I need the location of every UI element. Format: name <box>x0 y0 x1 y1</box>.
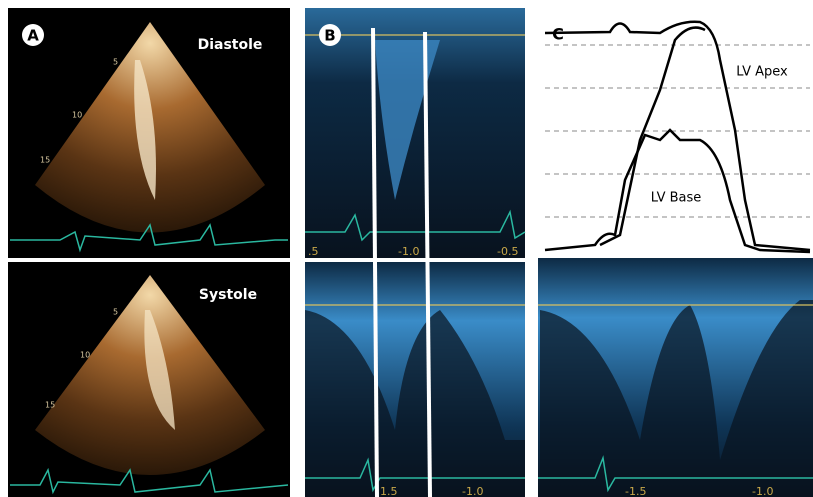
figure: A Diastole 5 10 15 Systole 5 10 15 .5 -1… <box>0 0 813 497</box>
scale-label: -1.5 <box>625 485 646 497</box>
trace-label: LV Apex <box>736 65 788 80</box>
page: A Diastole 5 10 15 Systole 5 10 15 .5 -1… <box>0 0 813 497</box>
caption: Diastole <box>198 37 263 53</box>
scale-label: -0.5 <box>497 245 518 258</box>
depth-label: 10 <box>72 111 82 120</box>
trace-label: LV Base <box>651 191 702 206</box>
depth-label: 15 <box>40 156 50 165</box>
panel-label: C <box>552 25 564 44</box>
scale-label: 1.5 <box>380 485 398 497</box>
depth-label: 5 <box>113 308 118 317</box>
panel-label: B <box>324 27 335 45</box>
panel-label: A <box>27 27 39 45</box>
scale-label: -1.0 <box>752 485 773 497</box>
depth-label: 10 <box>80 351 90 360</box>
scale-label: -1.0 <box>462 485 483 497</box>
depth-label: 15 <box>45 401 55 410</box>
depth-label: 5 <box>113 58 118 67</box>
scale-label: -1.0 <box>398 245 419 258</box>
caption: Systole <box>199 287 257 303</box>
scale-label: .5 <box>308 245 319 258</box>
